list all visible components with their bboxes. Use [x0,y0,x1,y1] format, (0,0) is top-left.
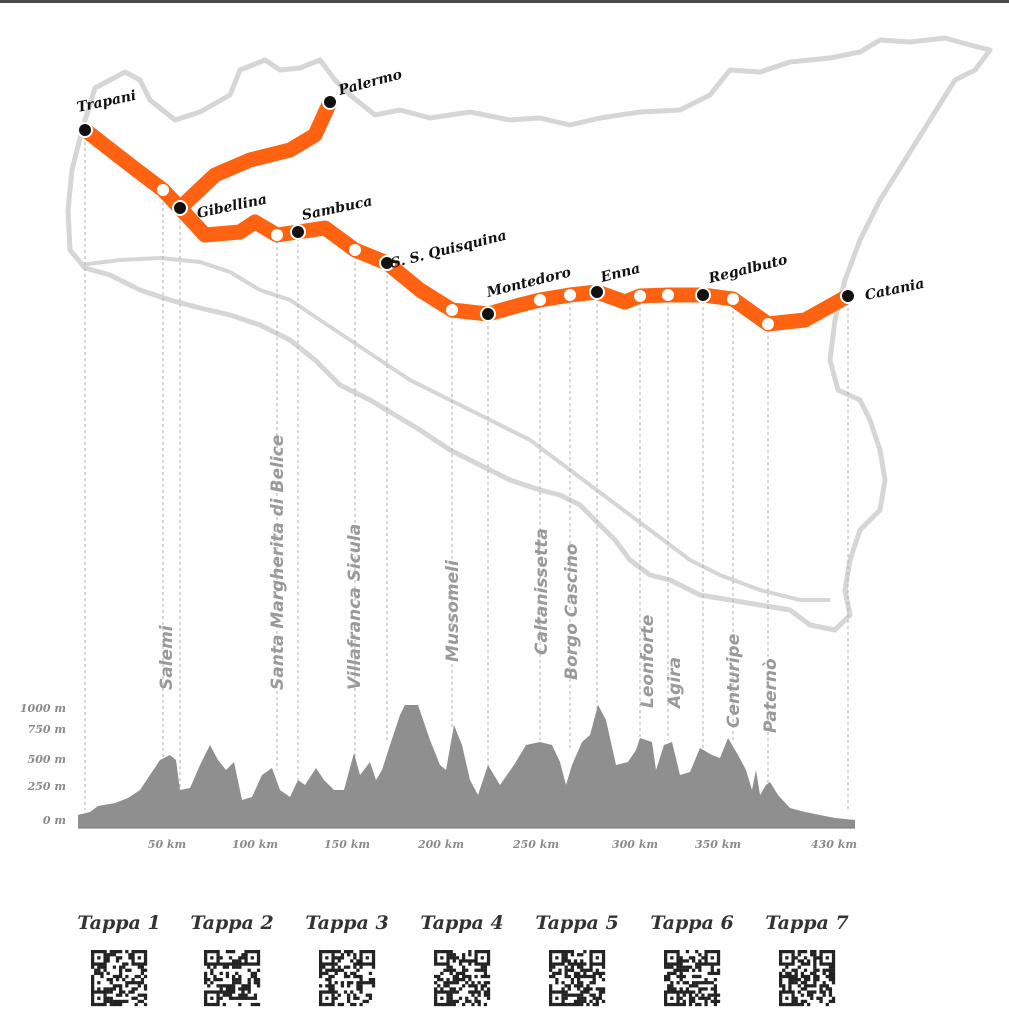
x-tick-250: 250 km [512,838,559,851]
qr-code-tappa-4[interactable] [434,950,491,1007]
x-tick-50: 50 km [148,838,186,851]
town-dot [762,318,774,330]
town-dot [564,289,576,301]
town-label-salemi: Salemi [157,624,177,690]
x-tick-150: 150 km [324,838,370,851]
town-dot [534,294,546,306]
route-line [77,94,856,332]
town-label-caltanissetta: Caltanissetta [532,528,552,655]
x-tick-300: 300 km [612,838,658,851]
town-dot [446,304,458,316]
town-dot [662,289,674,301]
stop-label-sambuca: Sambuca [301,193,374,224]
qr-code-tappa-1[interactable] [91,950,148,1007]
x-tick-430: 430 km [811,838,857,851]
stop-label-regalbuto: Regalbuto [706,252,789,287]
y-tick-500: 500 m [28,753,66,766]
stage-label-5: Tappa 5 [535,912,618,934]
stop-dot-palermo [322,94,338,110]
stop-dot-catania [840,288,856,304]
y-tick-250: 250 m [27,780,66,793]
town-label-mussomeli: Mussomeli [443,559,463,662]
top-border [0,0,1009,3]
stop-label-enna: Enna [598,261,642,286]
stage-label-7: Tappa 7 [765,912,848,934]
qr-code-tappa-5[interactable] [549,950,606,1007]
town-label-santa-margherita: Santa Margherita di Belice [268,435,288,690]
stop-dot-enna [589,284,605,300]
stop-label-palermo: Palermo [336,67,404,100]
qr-code-tappa-2[interactable] [204,950,261,1007]
town-dot [157,184,169,196]
town-dot [349,244,361,256]
town-label-villafranca: Villafranca Sicula [345,524,365,690]
stop-dots [77,94,856,322]
stop-dot-gibellina [172,200,188,216]
stage-label-4: Tappa 4 [420,912,503,934]
stage-label-3: Tappa 3 [305,912,388,934]
y-tick-1000: 1000 m [20,702,66,715]
qr-codes [91,950,836,1007]
town-label-paterno: Paternò [761,658,781,733]
qr-code-tappa-6[interactable] [664,950,721,1007]
sicily-inner-border [79,255,830,602]
stop-dot-regalbuto [695,287,711,303]
y-tick-750: 750 m [28,723,66,736]
town-dot [271,229,283,241]
stage-label-1: Tappa 1 [77,912,160,934]
x-tick-200: 200 km [417,838,464,851]
town-dot [634,290,646,302]
elevation-profile [78,705,855,828]
stage-label-2: Tappa 2 [190,912,273,934]
sicily-outline [65,35,993,633]
y-tick-0: 0 m [43,814,66,827]
stop-dot-trapani [77,122,93,138]
town-label-centuripe: Centuripe [724,634,744,728]
stage-label-6: Tappa 6 [650,912,733,934]
town-dots [157,184,774,330]
drop-lines [84,130,849,810]
stop-label-trapani: Trapani [76,88,138,116]
x-tick-100: 100 km [232,838,278,851]
stop-dot-sambuca [290,224,306,240]
town-label-leonforte: Leonforte [638,615,658,708]
stop-label-ssquisquina: S. S. Quisquina [389,228,508,272]
x-tick-350: 350 km [695,838,741,851]
stop-label-catania: Catania [864,276,926,304]
town-label-agira: Agira [665,657,685,710]
qr-code-tappa-3[interactable] [319,950,376,1007]
stop-dot-montedoro [480,306,496,322]
town-label-borgo-cascino: Borgo Cascino [562,543,582,680]
town-dot [727,293,739,305]
stop-dot-ssquisquina [379,255,395,271]
qr-code-tappa-7[interactable] [779,950,836,1007]
